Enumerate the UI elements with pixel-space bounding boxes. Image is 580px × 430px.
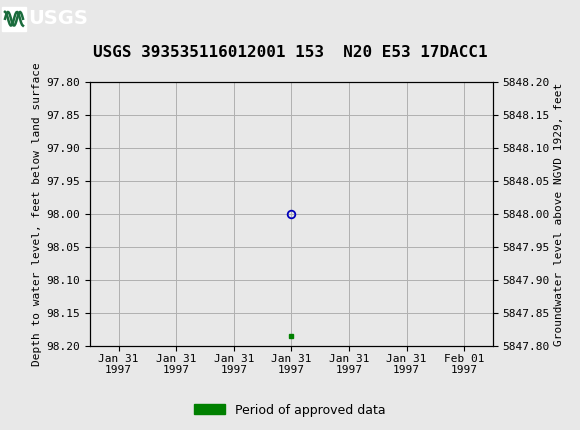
Text: USGS 393535116012001 153  N20 E53 17DACC1: USGS 393535116012001 153 N20 E53 17DACC1 [93, 45, 487, 60]
Y-axis label: Groundwater level above NGVD 1929, feet: Groundwater level above NGVD 1929, feet [554, 82, 564, 346]
Y-axis label: Depth to water level, feet below land surface: Depth to water level, feet below land su… [32, 62, 42, 366]
Text: USGS: USGS [28, 9, 88, 28]
Legend: Period of approved data: Period of approved data [189, 399, 391, 421]
Bar [2, 7, 26, 31]
